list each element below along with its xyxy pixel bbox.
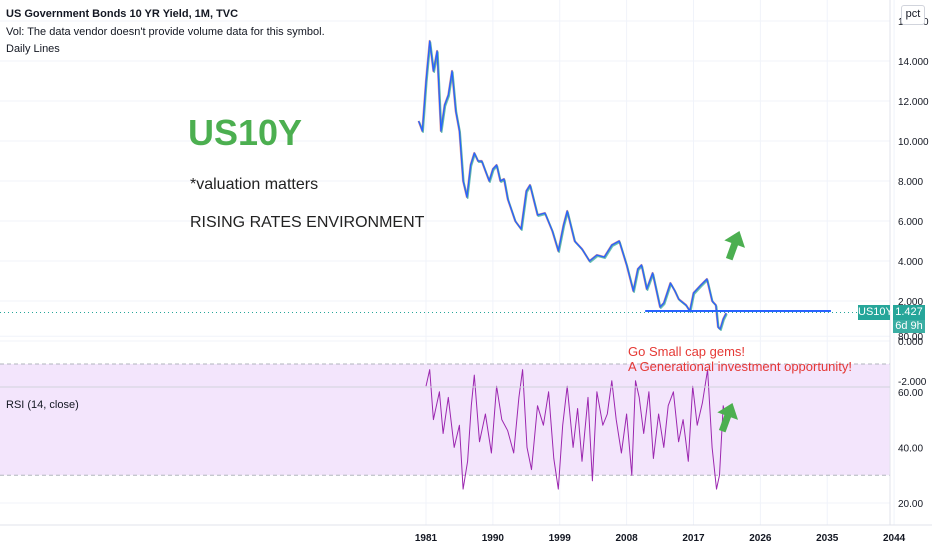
environment-annotation: RISING RATES ENVIRONMENT (190, 214, 425, 231)
x-tick-label: 2008 (615, 533, 638, 544)
countdown-badge: 6d 9h (893, 319, 925, 333)
x-tick-label: 1981 (415, 533, 438, 544)
y-tick-label: 12.000 (898, 97, 929, 108)
rsi-tick-label: 20.00 (898, 499, 923, 510)
valuation-annotation: *valuation matters (190, 176, 319, 193)
price-line-blue (417, 40, 727, 330)
price-line-green (418, 41, 728, 332)
arrow-shaft (725, 241, 739, 261)
x-tick-label: 1999 (549, 533, 572, 544)
y-tick-label: 8.000 (898, 177, 923, 188)
rsi-tick-label: 60.00 (898, 388, 923, 399)
price-badge: 1.427 (893, 305, 925, 320)
y-tick-label: 0.000 (898, 337, 923, 348)
scale-button[interactable]: pct (901, 5, 925, 25)
callout-line-1: Go Small cap gems! (628, 344, 746, 359)
chart-title: US Government Bonds 10 YR Yield, 1M, TVC (6, 8, 239, 20)
x-tick-label: 2026 (749, 533, 772, 544)
rsi-tick-label: 80.00 (898, 332, 923, 343)
x-tick-label: 2044 (883, 533, 906, 544)
rsi-line (425, 369, 727, 490)
rsi-label: RSI (14, close) (6, 399, 79, 411)
y-tick-label: -2.000 (898, 377, 927, 388)
y-tick-label: 2.000 (898, 297, 923, 308)
ticker-annotation: US10Y (188, 112, 303, 153)
green-arrow-upper (724, 230, 746, 261)
style-label: Daily Lines (6, 43, 60, 55)
arrows (717, 230, 746, 433)
x-tick-label: 2017 (682, 533, 705, 544)
symbol-badge: US10Y (858, 305, 893, 320)
green-arrow-lower (717, 402, 739, 433)
volume-note: Vol: The data vendor doesn't provide vol… (6, 26, 325, 38)
main-price-line (0, 39, 890, 332)
x-tick-label: 1990 (482, 533, 505, 544)
y-tick-label: 14.000 (898, 57, 929, 68)
y-tick-label: 10.000 (898, 137, 929, 148)
x-tick-label: 2035 (816, 533, 839, 544)
y-tick-label: 4.000 (898, 257, 923, 268)
rsi-polyline (425, 369, 727, 490)
y-tick-label: 6.000 (898, 217, 923, 228)
arrow-head (724, 230, 746, 248)
arrow-head (717, 402, 739, 420)
rsi-tick-label: 40.00 (898, 443, 923, 454)
arrow-shaft (718, 413, 732, 433)
callout-line-2: A Generational investment opportunity! (628, 359, 853, 374)
